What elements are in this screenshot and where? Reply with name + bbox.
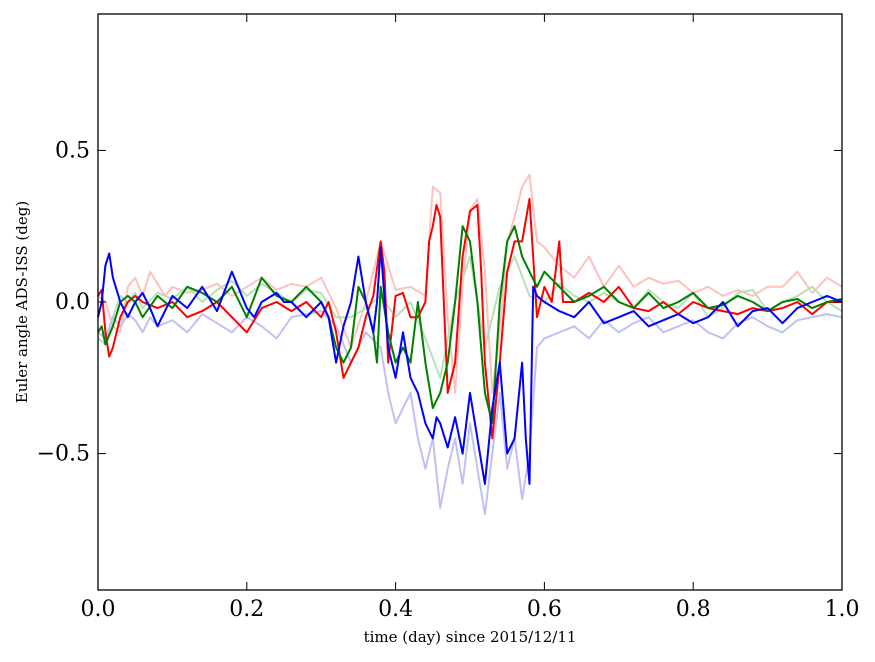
x-tick-label: 0.0 bbox=[81, 597, 116, 622]
y-axis-label: Euler angle ADS-ISS (deg) bbox=[13, 201, 31, 403]
series-line-1 bbox=[97, 173, 843, 394]
y-tick-label: −0.5 bbox=[37, 442, 90, 467]
x-tick-label: 0.8 bbox=[676, 597, 711, 622]
x-tick-label: 0.6 bbox=[527, 597, 562, 622]
y-tick-label: 0.5 bbox=[55, 138, 90, 163]
series-layer bbox=[97, 173, 843, 516]
series-line-6 bbox=[97, 246, 843, 485]
series-line-3 bbox=[97, 310, 843, 516]
y-tick-label: 0.0 bbox=[55, 290, 90, 315]
x-tick-label: 1.0 bbox=[825, 597, 860, 622]
series-line-5 bbox=[97, 225, 843, 425]
tick-layer: 0.0 0.2 0.4 0.6 0.8 1.0 −0.5 0.0 0.5 bbox=[37, 14, 860, 622]
x-axis-label: time (day) since 2015/12/11 bbox=[364, 628, 577, 646]
x-tick-label: 0.2 bbox=[229, 597, 264, 622]
series-line-4 bbox=[97, 197, 842, 440]
x-tick-label: 0.4 bbox=[378, 597, 413, 622]
